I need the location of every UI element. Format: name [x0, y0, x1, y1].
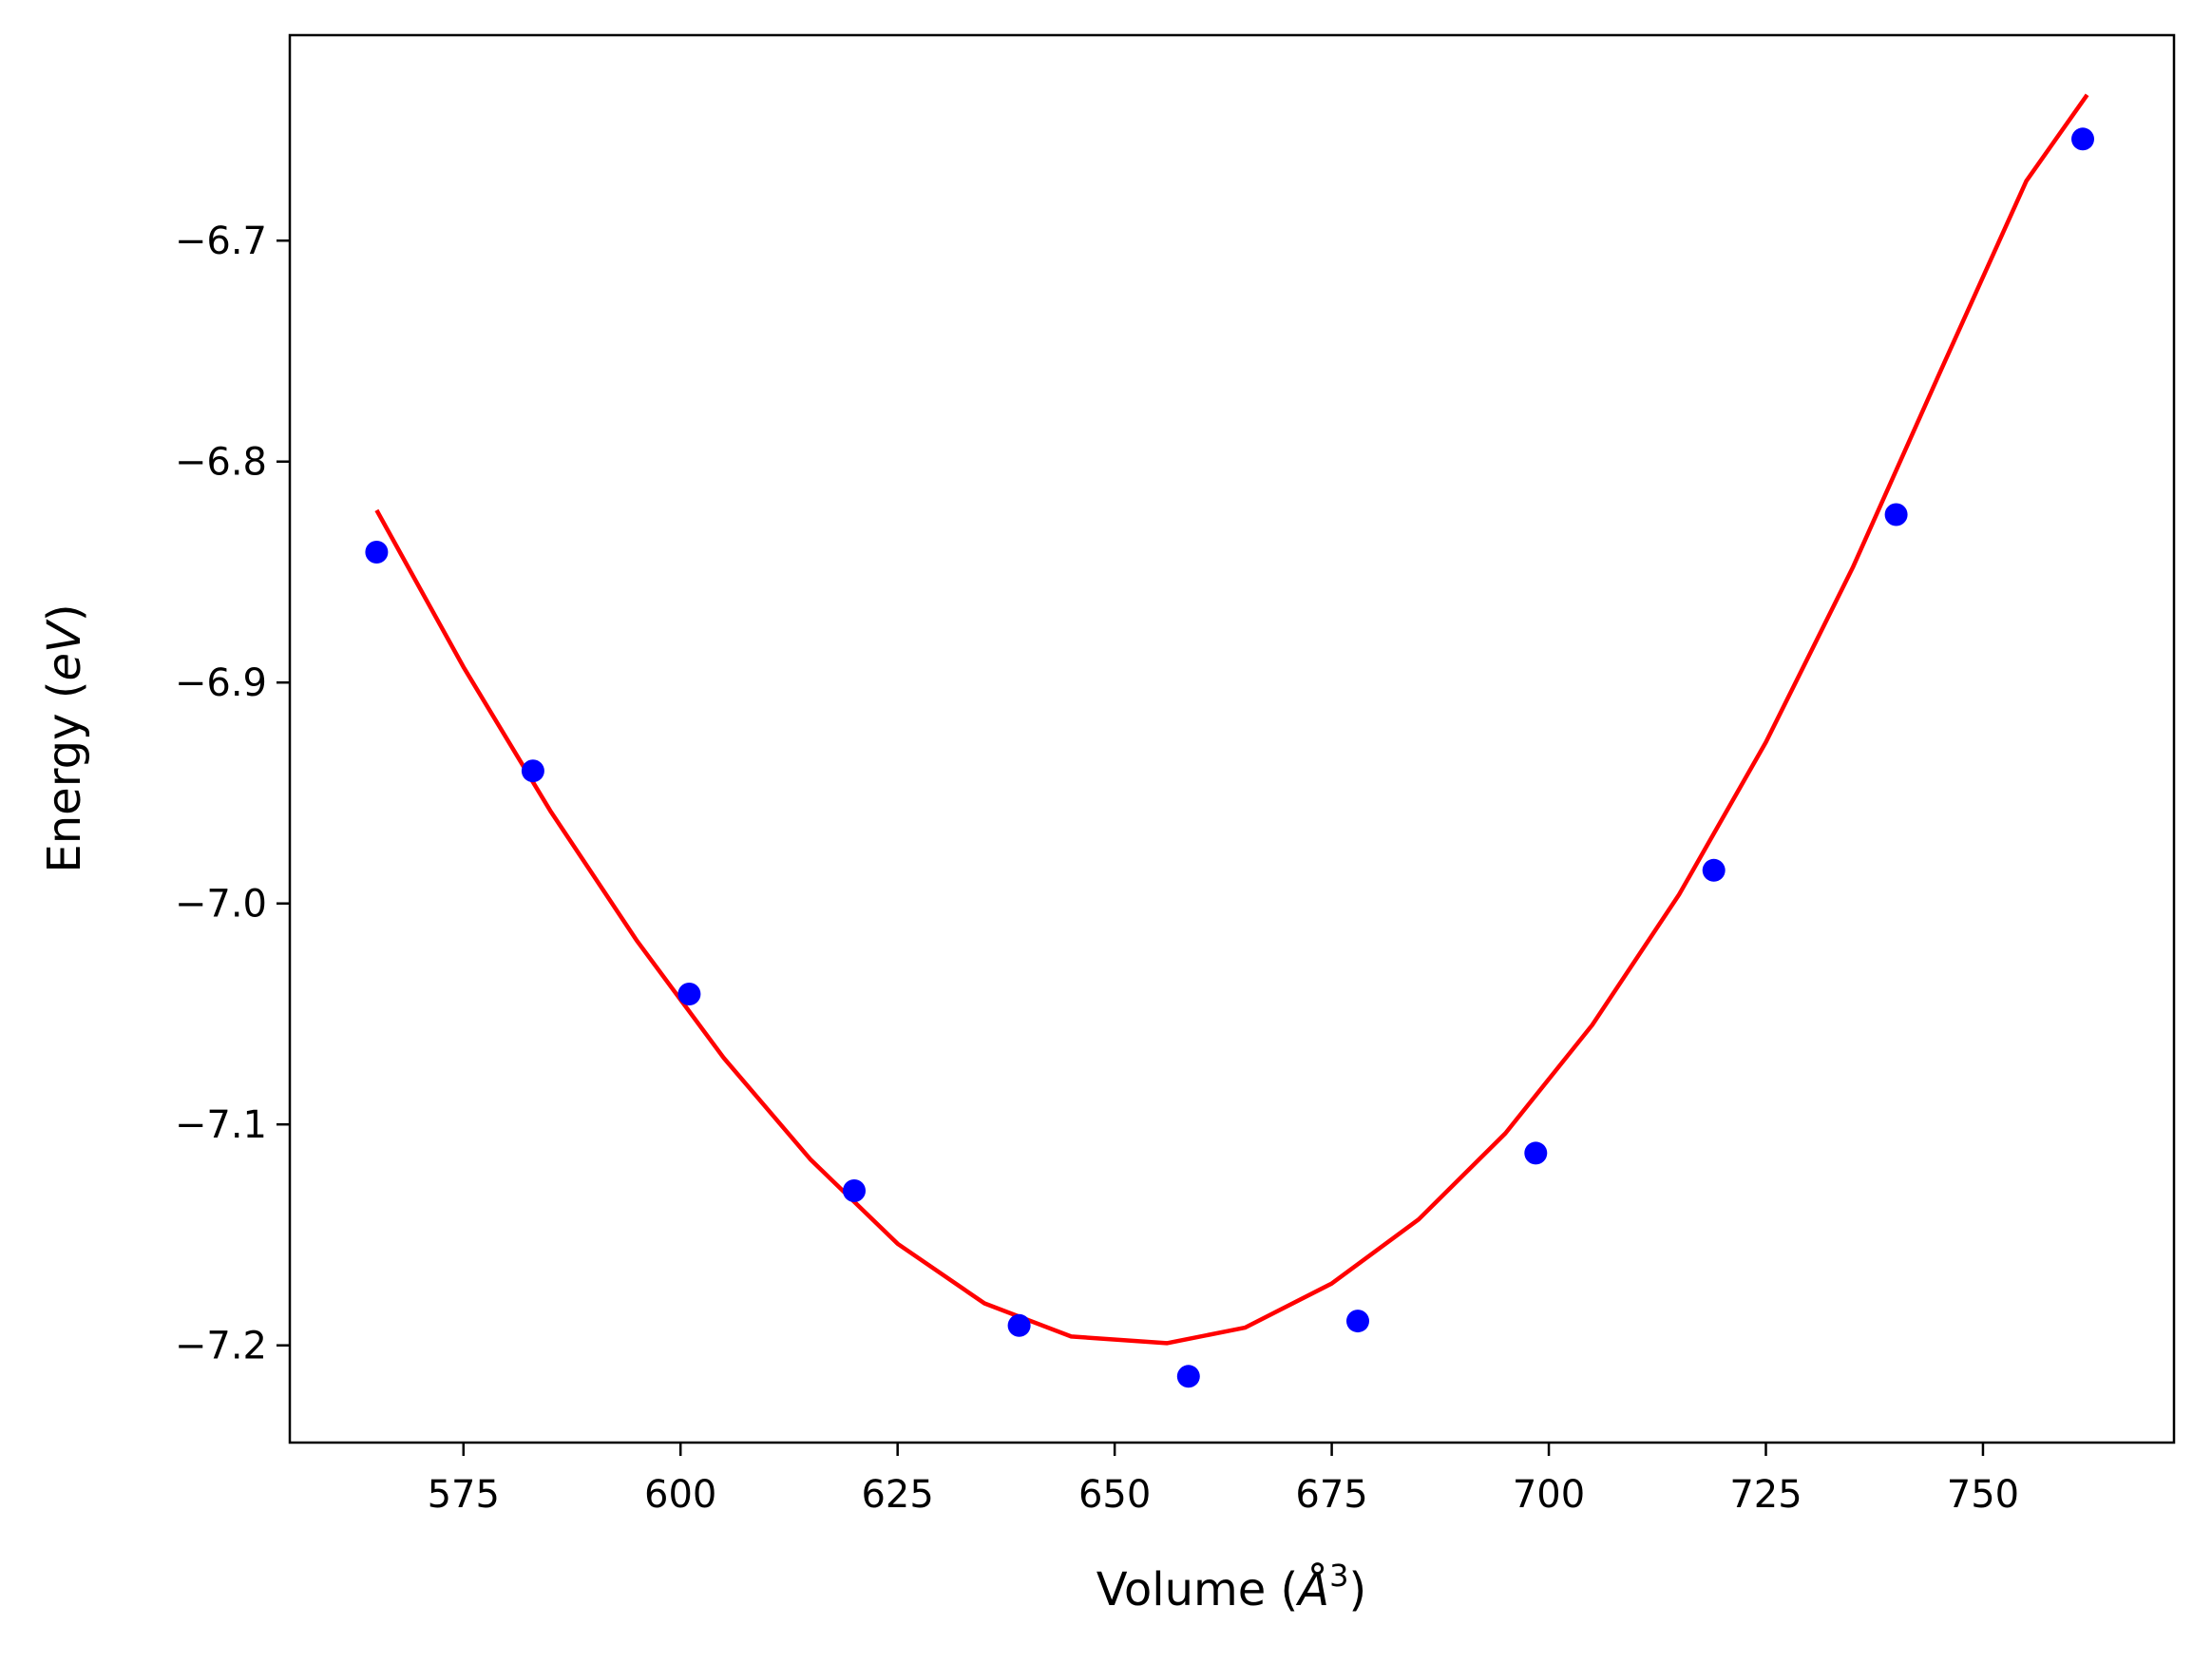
data-point — [1176, 1365, 1200, 1388]
x-tick-label: 725 — [1729, 1473, 1802, 1517]
x-tick-label: 750 — [1947, 1473, 2019, 1517]
x-axis-label-superscript: 3 — [1329, 1558, 1348, 1594]
y-tick-label: −7.1 — [175, 1103, 267, 1147]
y-axis-ticks: −7.2 −7.1 −7.0 −6.9 −6.8 −6.7 — [175, 220, 290, 1368]
y-axis-label-prefix: Energy ( — [38, 681, 91, 873]
plot-layer — [365, 93, 2094, 1388]
x-axis-ticks: 575 600 625 650 675 700 725 750 — [428, 1443, 2019, 1517]
data-point — [1524, 1141, 1548, 1165]
x-tick-label: 675 — [1295, 1473, 1367, 1517]
y-axis-label: Energy (eV) — [38, 603, 91, 872]
y-tick-label: −7.2 — [175, 1325, 267, 1368]
y-tick-label: −6.7 — [175, 220, 267, 263]
x-tick-label: 650 — [1078, 1473, 1151, 1517]
data-point — [677, 983, 701, 1005]
y-tick-label: −6.9 — [175, 661, 267, 705]
x-tick-label: 575 — [428, 1473, 500, 1517]
fit-curve-line — [374, 93, 2089, 1346]
x-axis-label-symbol: Å — [1295, 1562, 1329, 1616]
data-point — [1007, 1313, 1031, 1337]
x-axis-label-prefix: Volume ( — [1096, 1563, 1299, 1616]
x-axis-label: Volume (Å3) — [1096, 1558, 1366, 1616]
data-point — [521, 759, 544, 783]
y-tick-label: −6.8 — [175, 441, 267, 485]
data-point — [2071, 127, 2094, 151]
data-point — [1884, 503, 1908, 526]
x-tick-label: 700 — [1513, 1473, 1585, 1517]
data-point — [1346, 1310, 1369, 1333]
x-axis-label-suffix: ) — [1348, 1563, 1366, 1616]
y-axis-label-suffix: ) — [38, 603, 91, 622]
plot-frame — [288, 33, 2176, 1444]
y-tick-label: −7.0 — [175, 883, 267, 927]
data-point — [365, 541, 389, 564]
x-tick-label: 625 — [861, 1473, 933, 1517]
y-axis-label-unit: eV — [38, 619, 91, 681]
x-tick-label: 600 — [644, 1473, 716, 1517]
data-point — [1702, 858, 1726, 882]
data-point — [843, 1179, 866, 1202]
